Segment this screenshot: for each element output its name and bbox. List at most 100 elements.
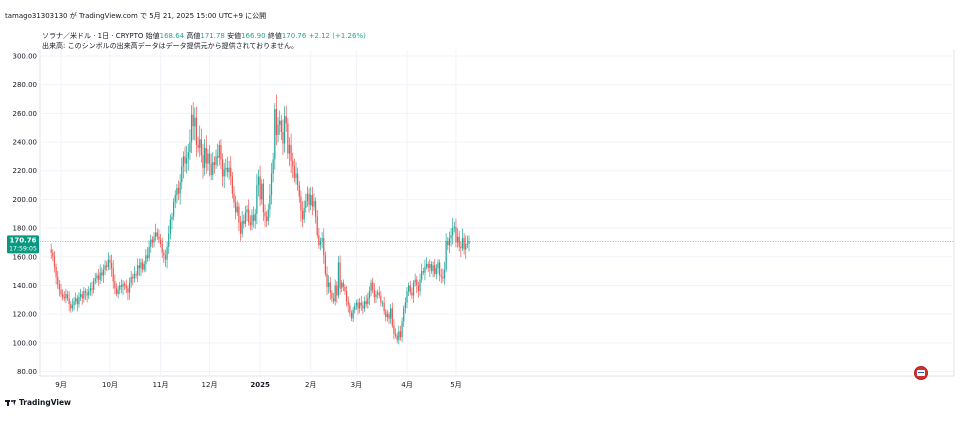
candle-body xyxy=(404,302,406,309)
candle-body xyxy=(288,144,291,154)
candle-body xyxy=(427,263,429,269)
ohlc-legend: ソラナ／米ドル · 1日 · CRYPTO 始値168.64 高値171.78 … xyxy=(42,31,366,41)
candle-body xyxy=(176,187,178,196)
candle-body xyxy=(84,291,87,293)
candle-body xyxy=(148,246,150,259)
candle-body xyxy=(62,294,64,297)
candle-body xyxy=(166,246,168,260)
candle-body xyxy=(279,120,281,125)
candle-body xyxy=(319,240,322,246)
candle-body xyxy=(314,200,317,217)
candle-body xyxy=(79,294,82,297)
candle-body xyxy=(221,159,224,177)
candle-body xyxy=(164,255,167,260)
legend-open: 168.64 xyxy=(159,32,185,40)
candle-body xyxy=(233,193,235,203)
candle-body xyxy=(287,123,289,154)
y-tick-label: 100.00 xyxy=(13,339,38,347)
candle-body xyxy=(213,162,216,165)
candle-body xyxy=(321,238,323,241)
candle-body xyxy=(267,209,269,221)
y-tick-label: 80.00 xyxy=(17,368,37,376)
candle-body xyxy=(143,263,145,270)
candle-body xyxy=(435,268,437,274)
candle-body xyxy=(300,196,302,211)
candle-body xyxy=(212,162,214,176)
candle-body xyxy=(368,291,371,299)
candle-body xyxy=(57,276,59,285)
candle-body xyxy=(158,236,160,240)
candle-body xyxy=(53,256,56,267)
candle-body xyxy=(282,132,284,144)
candle-body xyxy=(264,212,266,217)
candle-body xyxy=(58,284,60,290)
x-tick-label: 10月 xyxy=(102,381,118,389)
volume-note: 出来高: このシンボルの出来高データはデータ提供元から提供されておりません。 xyxy=(42,42,298,50)
candle-body xyxy=(365,301,367,305)
candle-body xyxy=(236,206,238,213)
x-tick-label: 2025 xyxy=(250,381,270,389)
legend-close-label: 終値 xyxy=(267,32,282,40)
candle-body xyxy=(208,153,211,164)
candle-body xyxy=(238,206,240,223)
candle-body xyxy=(318,235,320,246)
candle-body xyxy=(455,226,457,243)
y-tick-label: 180.00 xyxy=(13,225,38,233)
candle-body xyxy=(443,269,446,279)
candle-body xyxy=(352,309,354,319)
candle-body xyxy=(380,295,382,303)
candle-body xyxy=(461,238,464,249)
candle-body xyxy=(336,285,338,296)
candle-body xyxy=(308,193,310,206)
candle-body xyxy=(398,331,400,340)
candle-body xyxy=(261,183,263,200)
candle-body xyxy=(465,243,467,250)
candle-body xyxy=(326,273,328,287)
candle-body xyxy=(360,302,362,306)
candle-body xyxy=(466,243,468,245)
candle-body xyxy=(306,193,309,201)
candle-body xyxy=(70,304,72,309)
y-tick-label: 200.00 xyxy=(13,196,38,204)
candle-body xyxy=(378,292,380,296)
us-flag-icon xyxy=(914,366,928,380)
candle-body xyxy=(401,321,403,338)
candle-body xyxy=(146,255,149,259)
x-tick-label: 2月 xyxy=(305,381,316,389)
tradingview-logo-icon xyxy=(5,399,16,406)
candle-body xyxy=(50,249,52,253)
candle-body xyxy=(207,153,209,164)
candle-body xyxy=(241,220,243,234)
candle-body xyxy=(456,236,459,243)
candle-body xyxy=(130,276,132,283)
candle-body xyxy=(297,173,299,186)
candle-body xyxy=(202,154,204,168)
candle-body xyxy=(345,291,348,302)
candle-body xyxy=(182,156,185,167)
candle-body xyxy=(339,262,341,289)
candle-body xyxy=(386,314,389,318)
candle-body xyxy=(161,243,163,253)
candle-body xyxy=(372,282,374,290)
candle-body xyxy=(106,265,108,267)
candle-body xyxy=(65,294,67,299)
candle-body xyxy=(71,305,74,309)
candle-body xyxy=(274,109,276,160)
candle-body xyxy=(117,289,119,295)
candle-body xyxy=(171,216,173,220)
legend-high-label: 高値 xyxy=(186,32,201,40)
legend-change: +2.12 (+1.26%) xyxy=(308,32,366,40)
candle-body xyxy=(153,236,155,243)
candle-body xyxy=(86,292,88,296)
candle-body xyxy=(298,185,300,197)
candle-body xyxy=(399,331,402,338)
candle-body xyxy=(385,311,387,318)
candle-body xyxy=(416,279,418,286)
candle-body xyxy=(313,200,315,207)
candle-body xyxy=(91,288,93,290)
candle-body xyxy=(135,273,137,276)
candle-body xyxy=(181,166,183,183)
candle-body xyxy=(194,117,196,127)
y-tick-label: 220.00 xyxy=(13,167,38,175)
